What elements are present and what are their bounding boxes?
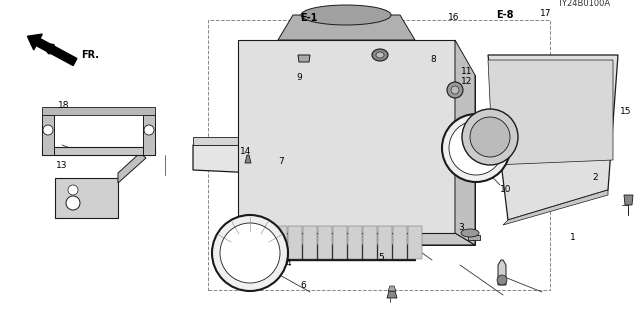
- Text: 7: 7: [278, 157, 284, 166]
- Polygon shape: [193, 137, 432, 145]
- Circle shape: [447, 82, 463, 98]
- Text: E-1: E-1: [300, 13, 317, 23]
- Polygon shape: [259, 226, 272, 259]
- Polygon shape: [408, 226, 422, 259]
- Polygon shape: [42, 107, 155, 115]
- Polygon shape: [42, 147, 155, 155]
- Ellipse shape: [372, 49, 388, 61]
- Text: 2: 2: [592, 173, 598, 182]
- Circle shape: [462, 109, 518, 165]
- Polygon shape: [378, 226, 392, 259]
- Polygon shape: [193, 145, 447, 182]
- Polygon shape: [303, 226, 317, 259]
- Text: 5: 5: [378, 253, 384, 262]
- Polygon shape: [455, 40, 475, 245]
- Polygon shape: [503, 190, 608, 225]
- Polygon shape: [118, 153, 146, 183]
- Circle shape: [470, 117, 510, 157]
- Polygon shape: [42, 115, 54, 155]
- Circle shape: [220, 223, 280, 283]
- Text: 14: 14: [240, 148, 252, 156]
- Polygon shape: [298, 55, 310, 62]
- Text: 13: 13: [56, 161, 67, 170]
- Polygon shape: [388, 286, 396, 291]
- Polygon shape: [468, 235, 480, 240]
- Text: E-8: E-8: [496, 10, 513, 20]
- Circle shape: [68, 185, 78, 195]
- Ellipse shape: [376, 52, 384, 58]
- Text: 3: 3: [458, 223, 464, 233]
- Circle shape: [442, 114, 510, 182]
- Text: 10: 10: [500, 186, 511, 195]
- Circle shape: [144, 125, 154, 135]
- Text: 1: 1: [570, 234, 576, 243]
- Polygon shape: [245, 155, 251, 163]
- Text: 17: 17: [540, 10, 552, 19]
- Text: 12: 12: [461, 77, 472, 86]
- Text: 16: 16: [448, 13, 460, 22]
- Polygon shape: [238, 40, 455, 233]
- Polygon shape: [288, 226, 301, 259]
- Circle shape: [451, 86, 459, 94]
- Polygon shape: [55, 178, 118, 218]
- Circle shape: [449, 121, 503, 175]
- Polygon shape: [432, 145, 447, 182]
- Polygon shape: [387, 291, 397, 298]
- Polygon shape: [273, 226, 287, 259]
- FancyArrow shape: [28, 34, 77, 66]
- Text: 4: 4: [286, 259, 292, 268]
- Polygon shape: [278, 15, 415, 40]
- Polygon shape: [258, 75, 475, 245]
- Polygon shape: [143, 115, 155, 155]
- Text: TY24B0100A: TY24B0100A: [557, 0, 610, 8]
- Text: FR.: FR.: [81, 50, 99, 60]
- Polygon shape: [624, 195, 633, 205]
- Ellipse shape: [461, 229, 479, 237]
- Text: 8: 8: [430, 55, 436, 65]
- Circle shape: [212, 215, 288, 291]
- Polygon shape: [393, 226, 407, 259]
- Text: 9: 9: [296, 74, 301, 83]
- Circle shape: [497, 275, 507, 285]
- Polygon shape: [238, 233, 475, 245]
- Polygon shape: [498, 260, 506, 285]
- Polygon shape: [488, 55, 618, 220]
- Text: 6: 6: [300, 281, 306, 290]
- Circle shape: [43, 125, 53, 135]
- Circle shape: [66, 196, 80, 210]
- Text: 15: 15: [620, 108, 632, 116]
- Polygon shape: [265, 225, 415, 260]
- Polygon shape: [318, 226, 332, 259]
- Ellipse shape: [301, 5, 391, 25]
- Text: 11: 11: [461, 68, 472, 76]
- Text: 18: 18: [58, 100, 70, 109]
- Polygon shape: [488, 60, 613, 165]
- Polygon shape: [333, 226, 347, 259]
- Bar: [208, 20, 550, 290]
- Polygon shape: [364, 226, 377, 259]
- Polygon shape: [348, 226, 362, 259]
